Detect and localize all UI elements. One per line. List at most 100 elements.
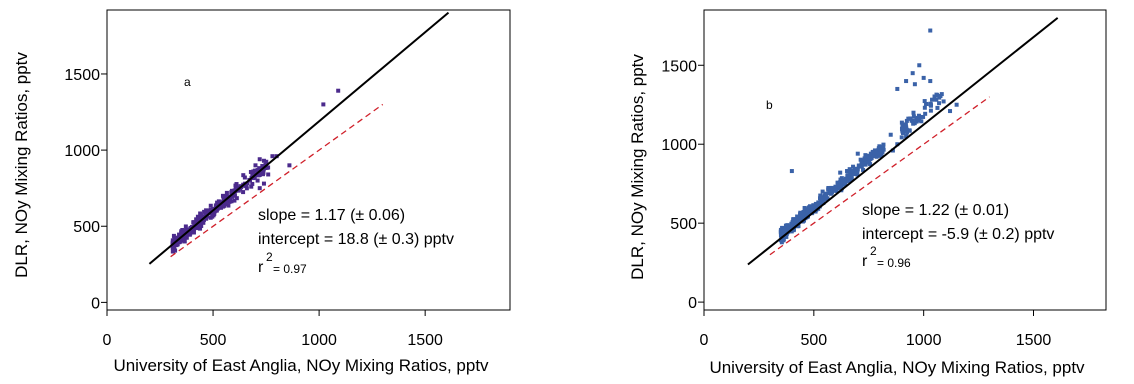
data-point <box>899 120 904 125</box>
x-axis-ticks: 0 500 1000 1500 <box>103 310 443 349</box>
y-axis-title: DLR, NOy Mixing Ratios, pptv <box>12 52 31 278</box>
data-point <box>823 191 828 196</box>
data-point <box>798 214 803 219</box>
data-point <box>907 116 912 121</box>
data-point <box>172 247 177 252</box>
y-axis-title: DLR, NOy Mixing Ratios, pptv <box>628 54 647 280</box>
data-point <box>242 175 247 180</box>
data-point <box>172 243 177 248</box>
data-points <box>778 28 959 245</box>
data-point <box>801 210 806 215</box>
data-point <box>261 181 266 186</box>
data-point <box>850 171 855 176</box>
data-point <box>855 151 860 156</box>
data-point <box>183 224 188 229</box>
x-tick-label: 500 <box>800 332 827 349</box>
r2-symbol: r <box>862 253 868 270</box>
data-point <box>241 190 246 195</box>
data-point <box>928 79 933 84</box>
data-point <box>321 102 326 107</box>
data-point <box>253 163 258 168</box>
data-point <box>180 227 185 232</box>
data-point <box>843 176 848 181</box>
data-point <box>188 231 193 236</box>
data-point <box>904 134 909 139</box>
data-point <box>171 233 176 238</box>
data-point <box>226 203 231 208</box>
data-point <box>911 121 916 126</box>
data-point <box>206 209 211 214</box>
data-point <box>865 154 870 159</box>
data-point <box>232 193 237 198</box>
data-point <box>221 201 226 206</box>
panel-label: a <box>184 75 191 89</box>
data-point <box>783 234 788 239</box>
data-point <box>806 205 811 210</box>
data-point <box>847 167 852 172</box>
data-point <box>881 142 886 147</box>
data-point <box>917 118 922 123</box>
data-point <box>790 225 795 230</box>
data-point <box>837 185 842 190</box>
y-tick-label: 1500 <box>64 67 100 84</box>
data-point <box>911 114 916 119</box>
data-point <box>905 130 910 135</box>
x-tick-label: 0 <box>700 332 709 349</box>
data-point <box>910 118 915 123</box>
fit-line <box>148 11 450 265</box>
x-tick-label: 500 <box>200 332 227 349</box>
data-point <box>923 111 928 116</box>
data-point <box>912 82 917 87</box>
data-point <box>928 108 933 113</box>
data-point <box>257 172 262 177</box>
data-point <box>229 188 234 193</box>
data-point <box>836 181 841 186</box>
data-point <box>257 186 262 191</box>
panel-b: 0 500 1000 1500 0 500 1000 1500 b slope = 1.22… <box>628 9 1107 377</box>
data-point <box>170 249 175 254</box>
data-point <box>928 102 933 107</box>
data-point <box>229 194 234 199</box>
data-point <box>904 118 909 123</box>
x-tick-label: 1500 <box>407 332 443 349</box>
data-point <box>194 217 199 222</box>
data-point <box>914 119 919 124</box>
data-point <box>233 186 238 191</box>
data-point <box>172 238 177 243</box>
data-point <box>924 101 929 106</box>
x-tick-label: 1000 <box>301 332 337 349</box>
data-point <box>234 196 239 201</box>
data-point <box>899 135 904 140</box>
data-point <box>779 228 784 233</box>
r2-symbol: r <box>258 259 264 276</box>
r2-exponent: 2 <box>266 250 273 264</box>
y-tick-label: 1000 <box>64 143 100 160</box>
data-point <box>933 97 938 102</box>
data-point <box>785 228 790 233</box>
data-point <box>832 188 837 193</box>
data-point <box>922 105 927 110</box>
data-point <box>220 204 225 209</box>
y-tick-label: 500 <box>670 216 697 233</box>
data-point <box>804 211 809 216</box>
data-point <box>932 94 937 99</box>
data-point <box>789 169 794 174</box>
data-point <box>794 218 799 223</box>
data-point <box>868 154 873 159</box>
y-tick-label: 1500 <box>661 58 697 75</box>
data-point <box>221 195 226 200</box>
data-point <box>930 97 935 102</box>
data-point <box>910 71 915 76</box>
data-point <box>191 230 196 235</box>
data-point <box>813 201 818 206</box>
data-point <box>191 220 196 225</box>
data-point <box>824 195 829 200</box>
data-point <box>820 189 825 194</box>
r2-value: = 0.96 <box>877 256 911 270</box>
plot-frame <box>703 9 1107 311</box>
data-point <box>859 161 864 166</box>
data-point <box>185 228 190 233</box>
data-point <box>778 238 783 243</box>
data-point <box>244 186 249 191</box>
